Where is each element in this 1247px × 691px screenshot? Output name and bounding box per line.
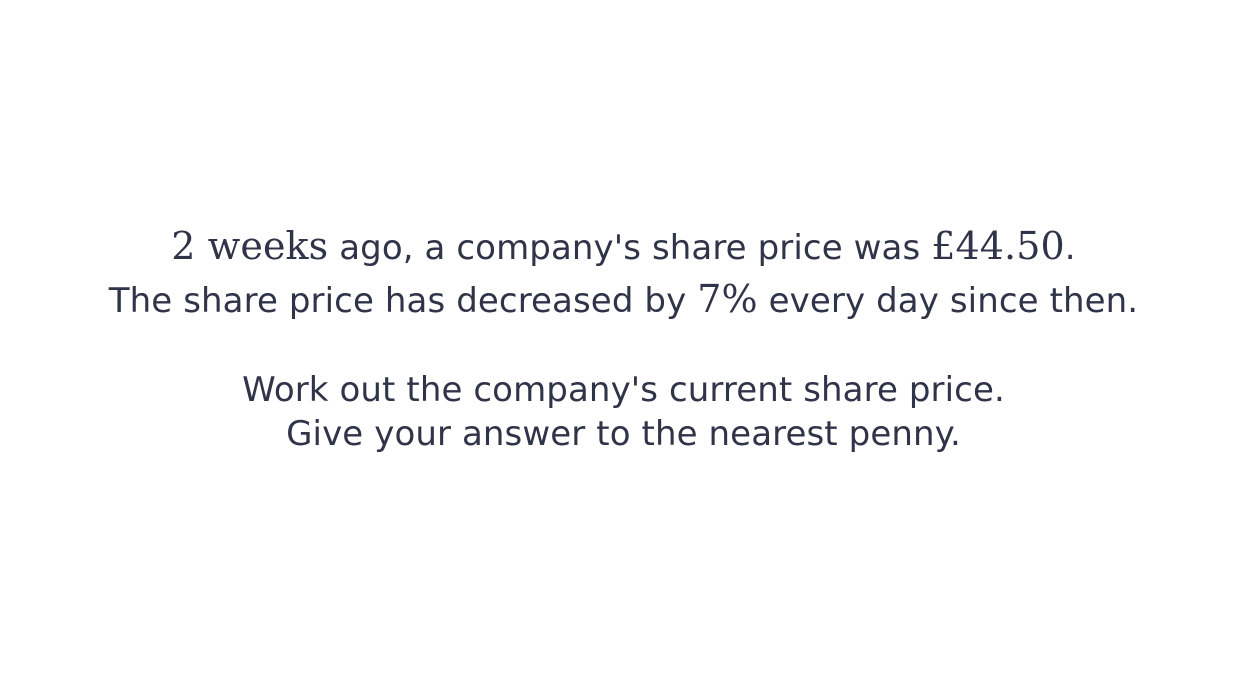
text-segment: . <box>1064 228 1076 268</box>
question-line-2: The share price has decreased by 7% ever… <box>0 277 1247 321</box>
text-segment: ago, a company's share price was <box>328 228 932 268</box>
question-line-4: Give your answer to the nearest penny. <box>286 414 961 454</box>
text-segment: every day since then. <box>757 281 1139 321</box>
question-line-3: Work out the company's current share pri… <box>242 370 1005 410</box>
math-price: £44.50 <box>931 224 1065 268</box>
question-line-1: 2 weeks ago, a company's share price was… <box>0 224 1247 268</box>
math-percent: 7% <box>697 277 758 321</box>
text-segment: The share price has decreased by <box>108 281 698 321</box>
math-time: 2 weeks <box>171 224 329 268</box>
